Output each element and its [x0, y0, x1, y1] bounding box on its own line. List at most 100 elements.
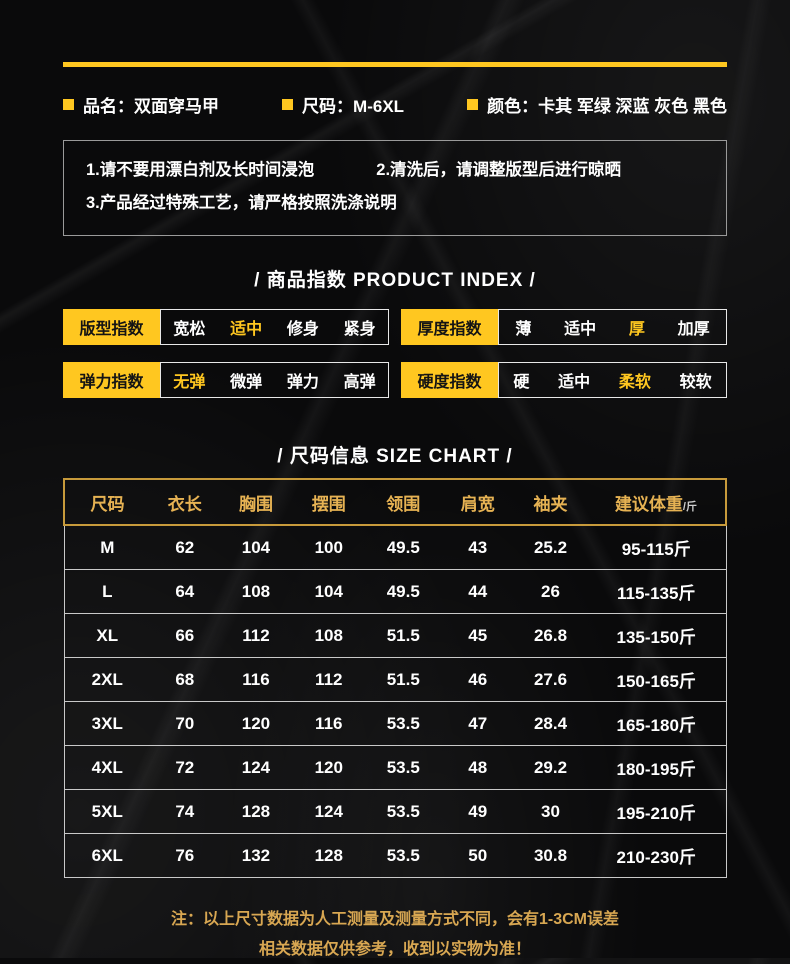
index-option: 高弹 — [343, 374, 376, 391]
cell-weight: 115-135斤 — [586, 569, 727, 614]
table-row: 5XL 74 128 124 53.5 49 30 195-210斤 — [63, 789, 727, 834]
cell-shoulder: 50 — [441, 833, 515, 878]
cell-collar: 51.5 — [365, 657, 442, 702]
index-option: 适中 — [230, 321, 263, 338]
cell-armhole: 28.4 — [514, 701, 587, 746]
cell-weight: 195-210斤 — [586, 789, 727, 834]
cell-armhole: 26 — [514, 569, 587, 614]
cell-size: 5XL — [63, 789, 151, 834]
cell-weight: 180-195斤 — [586, 745, 727, 790]
cell-length: 62 — [150, 525, 220, 570]
index-option: 薄 — [515, 321, 532, 338]
cell-shoulder: 47 — [441, 701, 515, 746]
column-header-size: 尺码 — [62, 478, 151, 526]
cell-hem: 112 — [292, 657, 366, 702]
top-accent-bar — [63, 62, 727, 67]
index-option: 弹力 — [286, 374, 319, 391]
cell-hem: 124 — [292, 789, 366, 834]
cell-shoulder: 44 — [441, 569, 515, 614]
index-option: 无弹 — [173, 374, 206, 391]
cell-size: XL — [63, 613, 151, 658]
cell-size: L — [63, 569, 151, 614]
cell-armhole: 30 — [514, 789, 587, 834]
wash-instructions-line1: 1.请不要用漂白剂及长时间浸泡 2.清洗后，请调整版型后进行晾晒 — [86, 154, 704, 187]
cell-chest: 116 — [219, 657, 293, 702]
product-color-item: 颜色：卡其 军绿 深蓝 灰色 黑色 — [467, 92, 727, 117]
index-option: 微弹 — [230, 374, 263, 391]
index-option: 柔软 — [618, 374, 651, 391]
page-content: 品名：双面穿马甲 尺码：M-6XL 颜色：卡其 军绿 深蓝 灰色 黑色 1.请不… — [62, 0, 728, 964]
cell-shoulder: 46 — [441, 657, 515, 702]
index-option: 宽松 — [173, 321, 206, 338]
product-name-item: 品名：双面穿马甲 — [63, 92, 219, 117]
index-option: 硬 — [513, 374, 530, 391]
cell-hem: 100 — [292, 525, 366, 570]
wash-note-1: 1.请不要用漂白剂及长时间浸泡 — [86, 161, 315, 179]
column-header-weight: 建议体重/斤 — [586, 478, 728, 526]
cell-collar: 51.5 — [365, 613, 442, 658]
index-option: 适中 — [564, 321, 597, 338]
cell-length: 64 — [150, 569, 220, 614]
column-header-shoulder: 肩宽 — [441, 478, 515, 526]
index-group-options: 无弹 微弹 弹力 高弹 — [160, 362, 389, 398]
column-header-weight-text: 建议体重 — [614, 494, 683, 514]
product-size-item: 尺码：M-6XL — [282, 92, 404, 117]
cell-length: 66 — [150, 613, 220, 658]
footer-note: 注：以上尺寸数据为人工测量及测量方式不同，会有1-3CM误差 相关数据仅供参考，… — [63, 905, 727, 964]
index-group-label: 版型指数 — [63, 309, 160, 345]
cell-collar: 49.5 — [365, 569, 442, 614]
table-row: L 64 108 104 49.5 44 26 115-135斤 — [63, 569, 727, 614]
cell-hem: 104 — [292, 569, 366, 614]
bullet-square-icon — [467, 99, 479, 110]
column-header-length: 衣长 — [150, 478, 220, 526]
index-group-label: 厚度指数 — [401, 309, 498, 345]
cell-length: 68 — [150, 657, 220, 702]
cell-collar: 49.5 — [365, 525, 442, 570]
cell-weight: 150-165斤 — [586, 657, 727, 702]
table-row: 4XL 72 124 120 53.5 48 29.2 180-195斤 — [63, 745, 727, 790]
product-index-title: / 商品指数 PRODUCT INDEX / — [254, 270, 536, 291]
wash-note-3: 3.产品经过特殊工艺，请严格按照洗涤说明 — [86, 194, 397, 212]
index-option: 紧身 — [343, 321, 376, 338]
cell-length: 76 — [150, 833, 220, 878]
cell-armhole: 29.2 — [514, 745, 587, 790]
size-chart-header-row: 尺码 衣长 胸围 摆围 领围 肩宽 袖夹 建议体重/斤 — [62, 478, 728, 526]
cell-collar: 53.5 — [365, 789, 442, 834]
cell-armhole: 26.8 — [514, 613, 587, 658]
cell-size: 4XL — [63, 745, 151, 790]
cell-hem: 108 — [292, 613, 366, 658]
cell-size: M — [63, 525, 151, 570]
cell-chest: 108 — [219, 569, 293, 614]
product-info-row: 品名：双面穿马甲 尺码：M-6XL 颜色：卡其 军绿 深蓝 灰色 黑色 — [63, 92, 727, 117]
column-header-armhole: 袖夹 — [514, 478, 587, 526]
index-group-elasticity: 弹力指数 无弹 微弹 弹力 高弹 — [63, 362, 389, 398]
cell-size: 2XL — [63, 657, 151, 702]
index-option: 厚 — [628, 321, 645, 338]
footer-note-line2: 相关数据仅供参考，收到以实物为准！ — [258, 940, 531, 958]
cell-shoulder: 48 — [441, 745, 515, 790]
table-row: 2XL 68 116 112 51.5 46 27.6 150-165斤 — [63, 657, 727, 702]
cell-hem: 120 — [292, 745, 366, 790]
size-chart-title: / 尺码信息 SIZE CHART / — [277, 446, 513, 467]
cell-chest: 120 — [219, 701, 293, 746]
cell-armhole: 27.6 — [514, 657, 587, 702]
product-color-text: 颜色：卡其 军绿 深蓝 灰色 黑色 — [487, 97, 727, 116]
cell-chest: 112 — [219, 613, 293, 658]
cell-weight: 95-115斤 — [586, 525, 727, 570]
index-group-label: 硬度指数 — [401, 362, 498, 398]
cell-hem: 116 — [292, 701, 366, 746]
cell-armhole: 25.2 — [514, 525, 587, 570]
bullet-square-icon — [282, 99, 294, 110]
cell-size: 3XL — [63, 701, 151, 746]
cell-length: 74 — [150, 789, 220, 834]
cell-hem: 128 — [292, 833, 366, 878]
column-header-hem: 摆围 — [292, 478, 366, 526]
cell-shoulder: 43 — [441, 525, 515, 570]
table-row: 3XL 70 120 116 53.5 47 28.4 165-180斤 — [63, 701, 727, 746]
footer-note-line1: 注：以上尺寸数据为人工测量及测量方式不同，会有1-3CM误差 — [170, 911, 619, 928]
index-group-thickness: 厚度指数 薄 适中 厚 加厚 — [401, 309, 727, 345]
index-option: 加厚 — [677, 321, 710, 338]
index-group-fit: 版型指数 宽松 适中 修身 紧身 — [63, 309, 389, 345]
cell-weight: 135-150斤 — [586, 613, 727, 658]
index-group-options: 薄 适中 厚 加厚 — [498, 309, 727, 345]
